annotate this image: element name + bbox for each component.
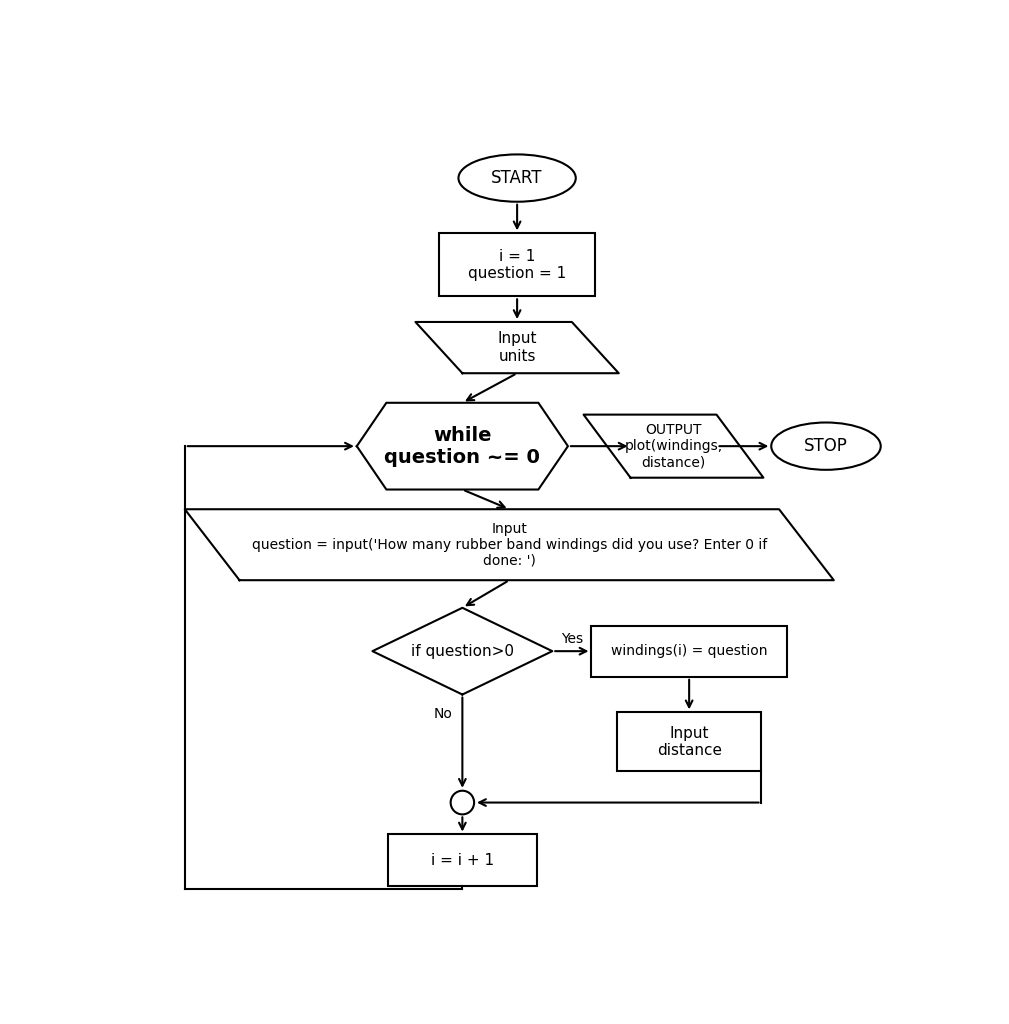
Text: while
question ~= 0: while question ~= 0 <box>384 426 540 467</box>
Bar <box>591 626 787 677</box>
Text: START: START <box>491 169 543 187</box>
Text: Input
units: Input units <box>497 332 537 364</box>
Text: Input
question = input('How many rubber band windings did you use? Enter 0 if
do: Input question = input('How many rubber … <box>251 521 767 568</box>
Text: OUTPUT
plot(windings,
distance): OUTPUT plot(windings, distance) <box>625 423 722 469</box>
Text: windings(i) = question: windings(i) = question <box>610 644 768 658</box>
Text: STOP: STOP <box>804 437 848 455</box>
Bar <box>439 233 595 296</box>
Text: i = 1
question = 1: i = 1 question = 1 <box>468 249 566 281</box>
Text: Input
distance: Input distance <box>657 726 721 758</box>
Bar <box>616 713 762 771</box>
Bar <box>388 835 537 886</box>
Text: Yes: Yes <box>561 633 583 646</box>
Text: if question>0: if question>0 <box>411 644 514 658</box>
Text: i = i + 1: i = i + 1 <box>431 853 494 867</box>
Text: No: No <box>434 708 452 721</box>
